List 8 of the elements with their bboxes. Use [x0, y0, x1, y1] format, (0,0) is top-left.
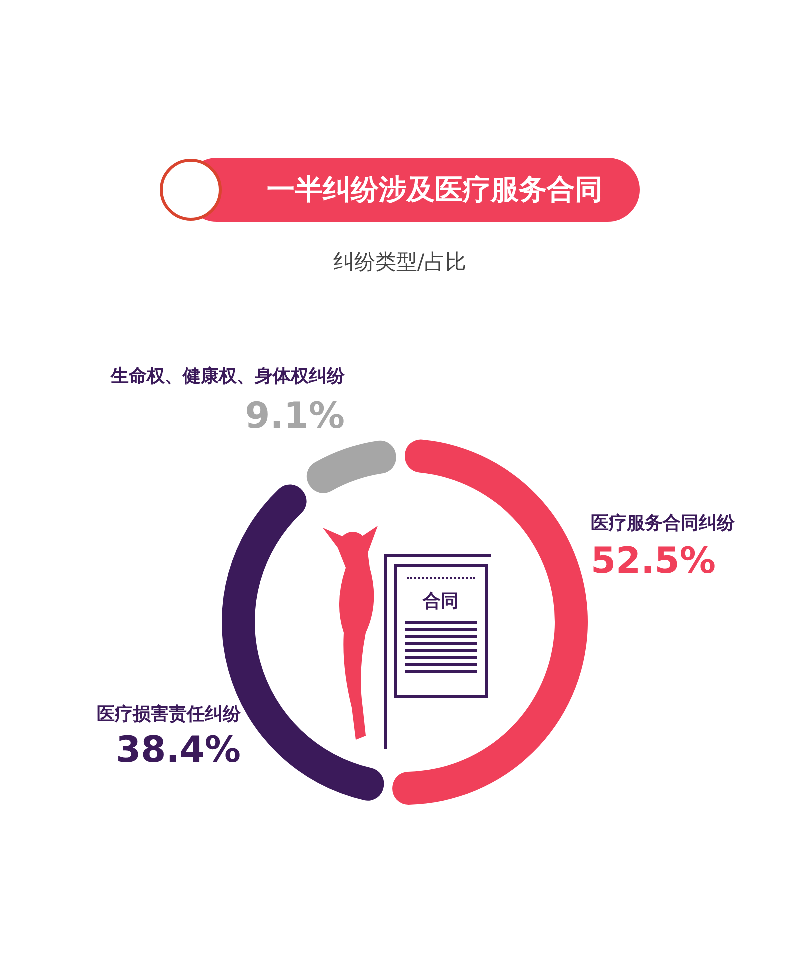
- chart-title: 一半纠纷涉及医疗服务合同: [266, 172, 604, 208]
- slice-label: 医疗服务合同纠纷: [591, 513, 736, 534]
- data-label: 38.4%: [116, 730, 241, 771]
- slice-label: 生命权、健康权、身体权纠纷: [110, 366, 346, 387]
- chart-subtitle: 纠纷类型/占比: [332, 249, 468, 276]
- data-label: 52.5%: [591, 541, 716, 582]
- data-label: 9.1%: [245, 396, 345, 437]
- slice-label: 医疗损害责任纠纷: [97, 704, 242, 725]
